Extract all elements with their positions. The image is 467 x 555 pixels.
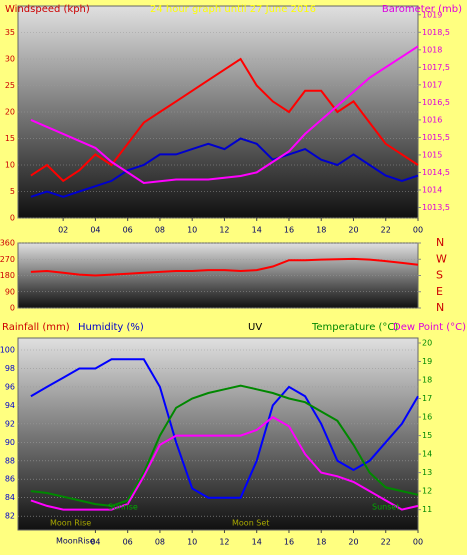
axis-label: 24 hour graph until 27 June 2016: [150, 4, 316, 15]
y-tick-label: 0: [10, 304, 15, 313]
axis-label: Barometer (mb): [382, 4, 462, 15]
x-tick-label: 22: [381, 226, 391, 235]
axis-label: Humidity (%): [78, 322, 144, 333]
y-tick-label: 90: [5, 287, 15, 296]
x-tick-label: 02: [58, 226, 68, 235]
y-tick-label: 180: [0, 271, 15, 280]
y-tick-label: 10: [5, 161, 15, 170]
x-tick-label: 12: [219, 226, 229, 235]
y-tick-label: 84: [5, 493, 15, 502]
y-tick-label: 25: [5, 81, 15, 90]
y-tick-label: 20: [5, 108, 15, 117]
x-tick-label: 18: [316, 538, 326, 547]
y-tick-label: 100: [0, 346, 15, 355]
y2-tick-label: 1014: [422, 185, 442, 194]
y2-tick-label: N: [436, 236, 444, 249]
x-tick-label: 04: [90, 538, 100, 547]
x-tick-label: 22: [381, 538, 391, 547]
y2-tick-label: E: [436, 285, 443, 298]
x-tick-label: 08: [155, 226, 165, 235]
axis-label: Windspeed (kph): [5, 4, 90, 15]
series-line: [30, 45, 419, 185]
y-tick-label: 94: [5, 401, 15, 410]
annotation: MoonRise: [56, 537, 95, 546]
x-tick-label: 10: [187, 226, 197, 235]
series-line: [30, 137, 419, 198]
y2-tick-label: 1017: [422, 80, 442, 89]
axis-label: Rainfall (mm): [2, 322, 70, 333]
x-tick-label: 20: [348, 538, 358, 547]
y2-tick-label: 1017,5: [422, 63, 450, 72]
y-tick-label: 35: [5, 28, 15, 37]
x-tick-label: 14: [252, 226, 262, 235]
y2-tick-label: W: [436, 252, 447, 265]
axis-label: UV: [248, 322, 262, 333]
annotation: Moon Set: [232, 519, 269, 528]
y-tick-label: 5: [10, 187, 15, 196]
x-tick-label: 18: [316, 226, 326, 235]
y-tick-label: 360: [0, 239, 15, 248]
series-line: [30, 358, 419, 499]
x-tick-label: 00: [413, 538, 423, 547]
x-tick-label: 04: [90, 226, 100, 235]
y2-tick-label: 1015,5: [422, 133, 450, 142]
y2-tick-label: 12: [422, 487, 432, 496]
y2-tick-label: 19: [422, 357, 432, 366]
annotation: Moon Rise: [50, 519, 91, 528]
y-tick-label: 82: [5, 512, 15, 521]
y2-tick-label: 11: [422, 505, 432, 514]
series-line: [30, 57, 419, 183]
y-tick-label: 90: [5, 438, 15, 447]
y2-tick-label: 20: [422, 338, 432, 347]
y-tick-label: 270: [0, 255, 15, 264]
y-tick-label: 88: [5, 456, 15, 465]
y2-tick-label: 1019: [422, 10, 442, 19]
axis-label: Dew Point (°C): [393, 322, 466, 333]
axis-label: Temperature (°C): [311, 322, 398, 333]
x-tick-label: 16: [284, 226, 294, 235]
x-tick-label: 10: [187, 538, 197, 547]
y-tick-label: 0: [10, 214, 15, 223]
y2-tick-label: 1015: [422, 150, 442, 159]
y2-tick-label: 1016,5: [422, 98, 450, 107]
y2-tick-label: 1013,5: [422, 203, 450, 212]
y2-tick-label: 1018: [422, 45, 442, 54]
y-tick-label: 30: [5, 55, 15, 64]
y2-tick-label: 14: [422, 450, 432, 459]
y2-tick-label: N: [436, 301, 444, 314]
annotation: Sunrise: [108, 503, 138, 512]
y-tick-label: 96: [5, 382, 15, 391]
x-tick-label: 20: [348, 226, 358, 235]
x-tick-label: 16: [284, 538, 294, 547]
y2-tick-label: 13: [422, 468, 432, 477]
y2-tick-label: 1016: [422, 115, 442, 124]
annotation: Sunset: [372, 503, 399, 512]
series-line: [30, 384, 419, 507]
y2-tick-label: 1014,5: [422, 168, 450, 177]
y-tick-label: 86: [5, 475, 15, 484]
y-tick-label: 92: [5, 419, 15, 428]
series-line: [30, 415, 419, 511]
y2-tick-label: 18: [422, 376, 432, 385]
x-tick-label: 14: [252, 538, 262, 547]
y2-tick-label: 16: [422, 413, 432, 422]
x-tick-label: 08: [155, 538, 165, 547]
y-tick-label: 15: [5, 134, 15, 143]
y2-tick-label: S: [436, 269, 443, 282]
y-tick-label: 98: [5, 364, 15, 373]
plot-area: [17, 337, 419, 531]
y2-tick-label: 17: [422, 394, 432, 403]
y2-tick-label: 15: [422, 431, 432, 440]
x-tick-label: 00: [413, 226, 423, 235]
x-tick-label: 06: [123, 226, 133, 235]
x-tick-label: 06: [123, 538, 133, 547]
series-line: [30, 257, 419, 277]
y2-tick-label: 1018,5: [422, 28, 450, 37]
x-tick-label: 12: [219, 538, 229, 547]
